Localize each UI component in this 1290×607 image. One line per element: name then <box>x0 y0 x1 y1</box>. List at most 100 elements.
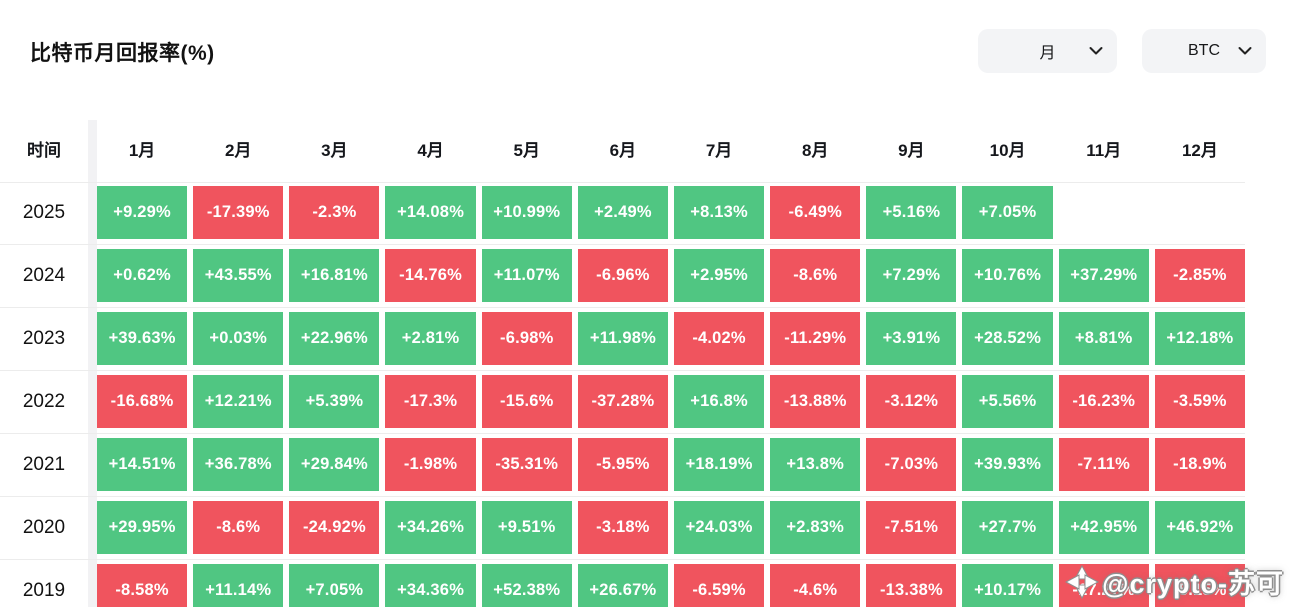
table-body: 2025 +9.29% -17.39% -2.3% +14.08% +10.99% +2.4… <box>0 182 1245 607</box>
year-label: 2020 <box>22 517 66 538</box>
time-column-header: 时间 <box>27 141 61 160</box>
return-cell: +36.78% <box>193 438 284 491</box>
return-cell: +43.55% <box>193 249 284 302</box>
return-cell: +29.84% <box>289 438 380 491</box>
return-cell: +34.36% <box>385 564 476 607</box>
return-cell: +5.39% <box>289 375 380 428</box>
return-cell: -11.29% <box>770 312 861 365</box>
return-cell: +2.95% <box>673 249 765 302</box>
row-cells: +9.29% -17.39% -2.3% +14.08% +10.99% +2.49% +8… <box>97 186 1245 239</box>
return-cell: +52.38% <box>481 564 572 607</box>
return-cell: -18.9% <box>1154 438 1245 491</box>
return-cell: -4.6% <box>770 564 861 607</box>
return-cell: +9.51% <box>481 501 572 554</box>
year-label: 2023 <box>22 328 66 349</box>
return-cell: -1.98% <box>385 438 476 491</box>
return-cell: -6.98% <box>481 312 572 365</box>
return-cell: -17.3% <box>385 375 476 428</box>
return-cell: -8.6% <box>770 249 861 302</box>
month-header: 10月 <box>989 141 1026 160</box>
return-cell: +5.16% <box>866 186 957 239</box>
return-cell: +10.17% <box>962 564 1053 607</box>
return-cell: -16.68% <box>97 375 188 428</box>
return-cell: +34.26% <box>385 501 476 554</box>
return-cell: -8.6% <box>193 501 284 554</box>
return-cell: -15.6% <box>481 375 572 428</box>
return-cell: +11.07% <box>481 249 572 302</box>
diamond-logo-icon <box>1065 564 1100 599</box>
return-cell: -17.39% <box>193 186 284 239</box>
year-label: 2019 <box>22 580 66 601</box>
asset-dropdown-value: BTC <box>1188 42 1220 59</box>
period-dropdown[interactable]: 月 <box>978 29 1117 73</box>
month-header: 8月 <box>802 141 829 160</box>
row-cells: +29.95% -8.6% -24.92% +34.26% +9.51% -3.18% +2… <box>97 501 1245 554</box>
return-cell: -5.95% <box>577 438 668 491</box>
return-cell: +24.03% <box>673 501 765 554</box>
return-cell: +22.96% <box>289 312 380 365</box>
return-cell: +42.95% <box>1058 501 1149 554</box>
month-header: 6月 <box>609 141 637 160</box>
watermark: @crypto-苏可 <box>1065 562 1284 601</box>
return-cell: -13.38% <box>866 564 957 607</box>
month-header: 3月 <box>321 141 348 160</box>
return-cell: +7.05% <box>962 186 1053 239</box>
month-header: 4月 <box>417 141 444 160</box>
period-dropdown-value: 月 <box>1039 45 1056 62</box>
table-row: 2025 +9.29% -17.39% -2.3% +14.08% +10.99% +2.4… <box>0 182 1245 245</box>
row-cells: -16.68% +12.21% +5.39% -17.3% -15.6% -37.28% +… <box>97 375 1245 428</box>
year-label: 2021 <box>22 454 66 475</box>
return-cell: -6.59% <box>673 564 765 607</box>
return-cell: -2.85% <box>1154 249 1245 302</box>
table-row: 2022 -16.68% +12.21% +5.39% -17.3% -15.6% -37.… <box>0 371 1245 434</box>
return-cell: +0.03% <box>193 312 284 365</box>
month-header: 7月 <box>705 141 733 160</box>
return-cell: -4.02% <box>673 312 765 365</box>
return-cell: +16.81% <box>289 249 380 302</box>
return-cell: +10.99% <box>481 186 572 239</box>
asset-dropdown[interactable]: BTC <box>1142 29 1266 73</box>
return-cell: +10.76% <box>962 249 1053 302</box>
return-cell: +8.81% <box>1058 312 1149 365</box>
return-cell: +7.29% <box>866 249 957 302</box>
table-header-row: 时间 1月 2月 3月 4月 5月 6月 7月 8月 9月 10月 11月 12月 <box>0 120 1245 183</box>
page-title: 比特币月回报率(%) <box>30 42 215 65</box>
year-label: 2025 <box>22 202 66 223</box>
empty-cell <box>1059 186 1149 239</box>
watermark-text: @crypto-苏可 <box>1102 569 1284 599</box>
return-cell: +2.49% <box>577 186 668 239</box>
table-row: 2024 +0.62% +43.55% +16.81% -14.76% +11.07% -6… <box>0 245 1245 308</box>
table-row: 2023 +39.63% +0.03% +22.96% +2.81% -6.98% +11.… <box>0 308 1245 371</box>
return-cell: -7.11% <box>1058 438 1149 491</box>
return-cell: -16.23% <box>1058 375 1149 428</box>
return-cell: +11.14% <box>193 564 284 607</box>
table-row: 2021 +14.51% +36.78% +29.84% -1.98% -35.31% -5… <box>0 434 1245 497</box>
return-cell: -35.31% <box>481 438 572 491</box>
return-cell: +28.52% <box>962 312 1053 365</box>
month-header: 2月 <box>225 141 252 160</box>
return-cell: -37.28% <box>577 375 668 428</box>
month-headers: 1月 2月 3月 4月 5月 6月 7月 8月 9月 10月 11月 12月 <box>97 120 1245 182</box>
return-cell: +8.13% <box>673 186 765 239</box>
row-cells: +0.62% +43.55% +16.81% -14.76% +11.07% -6.96%… <box>97 249 1245 302</box>
return-cell: +13.8% <box>770 438 861 491</box>
return-cell: -3.12% <box>866 375 957 428</box>
table-row: 2019 -8.58% +11.14% +7.05% +34.36% +52.38% +26… <box>0 560 1245 607</box>
return-cell: -13.88% <box>770 375 861 428</box>
empty-cell <box>1155 186 1245 239</box>
return-cell: -3.59% <box>1154 375 1245 428</box>
month-header: 12月 <box>1181 141 1218 160</box>
return-cell: -6.49% <box>770 186 861 239</box>
chevron-down-icon <box>1238 47 1252 56</box>
return-cell: +12.21% <box>193 375 284 428</box>
return-cell: +37.29% <box>1058 249 1149 302</box>
month-header: 11月 <box>1086 141 1122 160</box>
return-cell: -2.3% <box>289 186 380 239</box>
return-cell: +2.81% <box>385 312 476 365</box>
return-cell: +12.18% <box>1154 312 1245 365</box>
return-cell: +7.05% <box>289 564 380 607</box>
table-row: 2020 +29.95% -8.6% -24.92% +34.26% +9.51% -3.1… <box>0 497 1245 560</box>
return-cell: +39.63% <box>97 312 188 365</box>
row-cells: +14.51% +36.78% +29.84% -1.98% -35.31% -5.95%… <box>97 438 1245 491</box>
year-label: 2022 <box>22 391 66 412</box>
